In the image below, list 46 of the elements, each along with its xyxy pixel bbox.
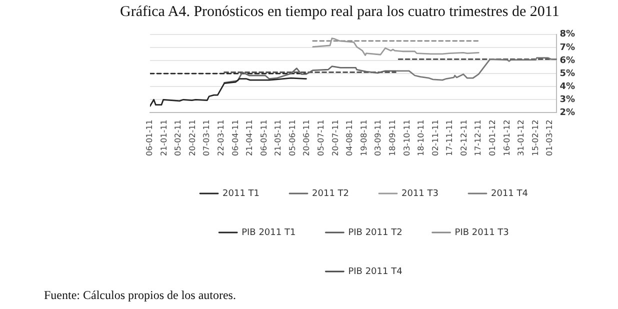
legend-label: 2011 T3	[402, 188, 438, 199]
x-tick-label: 06-04-11	[230, 120, 240, 156]
x-tick-label: 20-06-11	[302, 120, 312, 156]
source-note: Fuente: Cálculos propios de los autores.	[44, 288, 236, 303]
x-tick-label: 04-08-11	[345, 120, 354, 156]
x-tick-label: 03-10-11	[402, 120, 412, 156]
x-tick-label: 05-06-11	[288, 120, 297, 156]
x-tick-label: 31-01-12	[516, 120, 526, 156]
x-tick-label: 05-02-11	[174, 120, 183, 156]
x-tick-label: 18-09-11	[388, 120, 397, 156]
legend-label: 2011 T2	[312, 188, 350, 199]
legend-label: PIB 2011 T3	[454, 228, 509, 238]
y-tick-label: 8%	[560, 30, 575, 40]
legend-label: PIB 2011 T2	[348, 228, 402, 238]
x-tick-label: 21-05-11	[274, 120, 283, 156]
x-tick-label: 06-05-11	[259, 120, 268, 156]
y-tick-label: 2%	[560, 108, 575, 118]
x-tick-label: 06-01-11	[145, 120, 154, 156]
y-tick-label: 4%	[560, 82, 575, 92]
x-tick-label: 21-04-11	[245, 120, 254, 156]
legend-label: PIB 2011 T4	[348, 266, 403, 277]
x-tick-label: 19-08-11	[359, 120, 368, 156]
y-tick-label: 7%	[560, 42, 575, 53]
chart-title: Gráfica A4. Pronósticos en tiempo real para los cuatro trimestres de 2011	[120, 4, 560, 21]
x-tick-label: 20-07-11	[330, 120, 340, 156]
x-tick-label: 21-01-11	[159, 120, 168, 156]
x-tick-label: 16-01-12	[502, 120, 512, 156]
x-tick-label: 18-10-11	[416, 120, 426, 156]
x-tick-label: 17-11-11	[445, 120, 454, 156]
x-tick-label: 01-01-12	[488, 120, 497, 156]
y-tick-label: 5%	[560, 68, 575, 79]
legend-label: PIB 2011 T1	[242, 228, 296, 238]
x-tick-label: 20-02-11	[188, 120, 197, 156]
y-tick-label: 3%	[560, 94, 575, 105]
legend-label: 2011 T4	[490, 188, 528, 199]
x-tick-label: 17-12-11	[474, 120, 483, 156]
x-tick-label: 02-12-11	[459, 120, 468, 156]
y-tick-label: 6%	[560, 56, 575, 66]
x-tick-label: 22-03-11	[216, 120, 226, 156]
x-tick-label: 03-09-11	[374, 120, 383, 156]
legend-label: 2011 T1	[222, 188, 260, 199]
x-tick-label: 05-07-11	[316, 120, 326, 156]
x-tick-label: 01-03-12	[545, 120, 554, 156]
x-tick-label: 15-02-12	[530, 120, 540, 156]
x-tick-label: 07-03-11	[202, 120, 212, 156]
x-tick-label: 02-11-11	[430, 120, 440, 156]
